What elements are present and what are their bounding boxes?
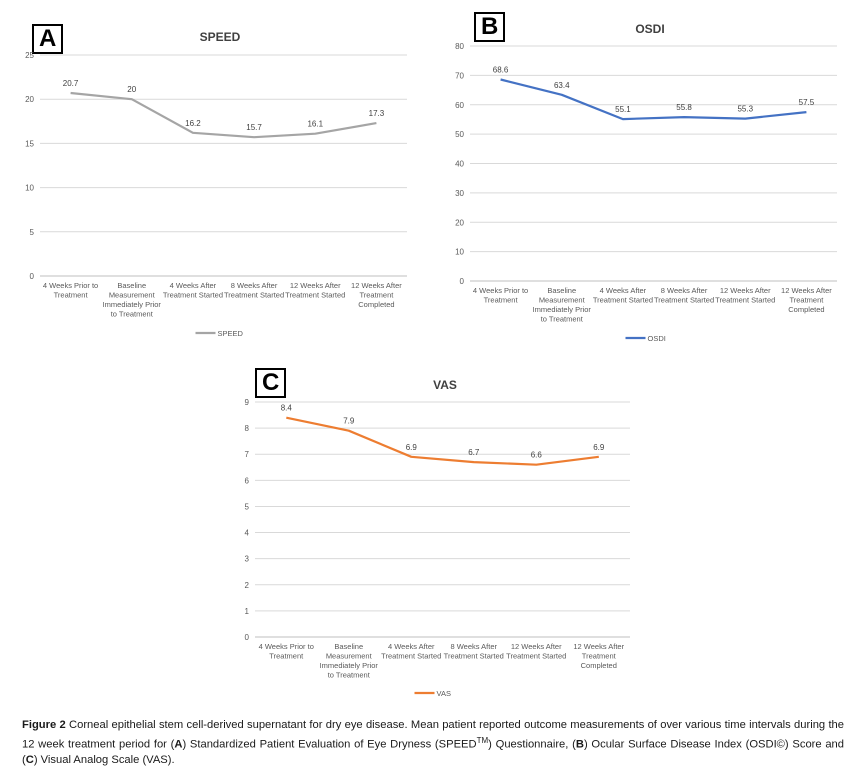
caption-text-4: ) Ocular Surface Disease Index (OSDI©) S…	[22, 738, 845, 766]
y-tick-label: 20	[25, 95, 34, 104]
data-label: 16.2	[185, 119, 201, 128]
y-tick-label: 5	[245, 502, 250, 511]
data-label: 6.9	[593, 443, 605, 452]
y-tick-label: 60	[455, 101, 464, 110]
y-tick-label: 5	[30, 228, 35, 237]
series-line-osdi	[500, 78, 807, 121]
data-label: 55.1	[615, 105, 631, 114]
x-tick-label: 8 Weeks After Treatment Started	[224, 281, 284, 300]
y-tick-label: 25	[25, 51, 34, 60]
y-tick-label: 1	[245, 607, 250, 616]
data-label: 15.7	[246, 123, 262, 132]
y-tick-label: 9	[245, 398, 250, 407]
panel-letter-b: B	[474, 12, 506, 42]
x-tick-label: 4 Weeks After Treatment Started	[381, 642, 441, 661]
y-tick-label: 40	[455, 160, 464, 169]
y-tick-label: 0	[245, 633, 250, 642]
legend-label: OSDI	[648, 334, 666, 343]
data-label: 55.8	[676, 103, 692, 112]
y-tick-label: 4	[245, 529, 250, 538]
x-tick-label: 12 Weeks After Treatment Started	[285, 281, 345, 300]
x-tick-label: 12 Weeks After Treatment Completed	[781, 286, 832, 314]
x-tick-label: 4 Weeks Prior to Treatment	[473, 286, 528, 305]
series-line-vas	[286, 416, 599, 466]
data-label: 8.4	[281, 404, 293, 413]
y-tick-label: 15	[25, 139, 34, 148]
x-tick-label: 4 Weeks After Treatment Started	[163, 281, 223, 300]
y-tick-label: 80	[455, 42, 464, 51]
y-tick-label: 10	[25, 184, 34, 193]
y-tick-label: 7	[245, 450, 250, 459]
caption-text-3: ) Questionnaire, (	[488, 738, 576, 751]
x-tick-label: Baseline Measurement Immediately Prior to T…	[103, 281, 162, 319]
y-tick-label: 3	[245, 555, 250, 564]
y-tick-label: 50	[455, 130, 464, 139]
y-tick-label: 8	[245, 424, 250, 433]
y-tick-label: 70	[455, 71, 464, 80]
x-tick-label: 8 Weeks After Treatment Started	[654, 286, 714, 305]
data-label: 16.1	[307, 120, 323, 129]
caption-b: B	[575, 738, 584, 751]
caption-label: Figure 2	[22, 719, 66, 731]
data-label: 20.7	[63, 79, 79, 88]
y-tick-label: 2	[245, 581, 250, 590]
y-tick-label: 30	[455, 189, 464, 198]
caption-c: C	[25, 753, 34, 766]
chart-title-vas: VAS	[433, 378, 457, 392]
series-line-speed	[70, 91, 377, 139]
legend-label: SPEED	[218, 329, 244, 338]
x-tick-label: 4 Weeks After Treatment Started	[593, 286, 653, 305]
legend-label: VAS	[437, 689, 451, 698]
data-label: 20	[127, 85, 136, 94]
chart-osdi: 0 10 20 30 40 50 60 70 80 4 Weeks Prior to Treatme…	[455, 42, 837, 343]
data-label: 6.9	[406, 443, 418, 452]
data-label: 17.3	[369, 109, 385, 118]
caption-tm: TM	[476, 736, 489, 745]
x-tick-label: 12 Weeks After Treatment Started	[506, 642, 566, 661]
x-tick-label: 12 Weeks After Treatment Started	[715, 286, 775, 305]
chart-panel-osdi: B OSDI 0 10 20 30 40 50 60 70 80 4 Weeks Prior to…	[430, 0, 860, 350]
x-tick-label: 4 Weeks Prior to Treatment	[259, 642, 314, 661]
data-label: 6.6	[531, 451, 543, 460]
x-tick-label: 4 Weeks Prior to Treatment	[43, 281, 98, 300]
y-tick-label: 6	[245, 476, 250, 485]
y-tick-label: 0	[30, 272, 35, 281]
chart-panel-speed: A SPEED 0 5 10 15 20 25 4 Weeks Prior to Treatm…	[0, 0, 430, 350]
caption-text-1: Corneal epithelial stem cell-derived sup…	[22, 719, 845, 751]
x-tick-label: Baseline Measurement Immediately Prior to T…	[320, 642, 379, 680]
data-label: 63.4	[554, 81, 570, 90]
x-tick-label: 12 Weeks After Treatment Completed	[351, 281, 402, 309]
data-label: 7.9	[343, 417, 355, 426]
y-tick-label: 0	[460, 277, 465, 286]
x-tick-label: Baseline Measurement Immediately Prior to T…	[533, 286, 592, 324]
y-tick-label: 10	[455, 248, 464, 257]
caption-text-5: ) Visual Analog Scale (VAS).	[33, 753, 175, 766]
panel-letter-a: A	[32, 24, 64, 54]
caption-text-2: ) Standardized Patient Evaluation of Eye…	[182, 738, 477, 751]
chart-speed: 0 5 10 15 20 25 4 Weeks Prior to Treatment Basel…	[25, 51, 407, 338]
x-tick-label: 8 Weeks After Treatment Started	[444, 642, 504, 661]
chart-vas: 0 1 2 3 4 5 6 7 8 9 4 Weeks Prior to Treatment Basel…	[245, 398, 630, 698]
data-label: 57.5	[799, 98, 815, 107]
chart-title-osdi: OSDI	[635, 22, 665, 36]
data-label: 68.6	[493, 65, 509, 74]
chart-title-speed: SPEED	[199, 30, 241, 44]
data-label: 55.3	[737, 105, 753, 114]
figure-caption: Figure 2 Corneal epithelial stem cell-de…	[22, 718, 844, 768]
caption-a: A	[174, 738, 183, 751]
chart-panel-vas: C VAS 0 1 2 3 4 5 6 7 8 9 4 Weeks Prior to Treatmen…	[215, 360, 645, 710]
panel-letter-c: C	[255, 368, 287, 398]
x-tick-label: 12 Weeks After Treatment Completed	[573, 642, 624, 670]
data-label: 6.7	[468, 448, 480, 457]
y-tick-label: 20	[455, 218, 464, 227]
